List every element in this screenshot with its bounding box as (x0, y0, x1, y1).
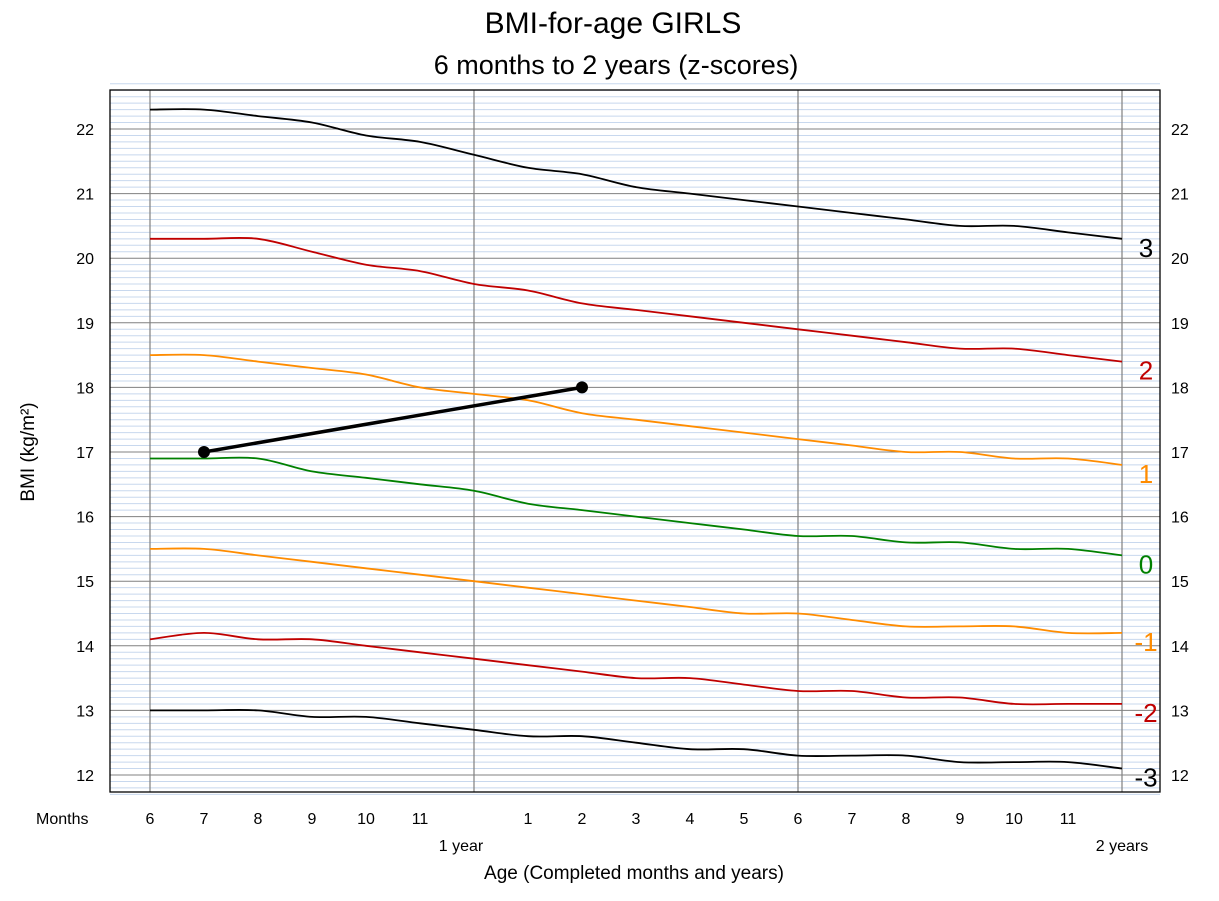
x-tick-label: 10 (1005, 811, 1023, 828)
y-tick-label-left: 15 (76, 574, 94, 591)
y-tick-label-right: 20 (1171, 251, 1189, 268)
y-tick-label-right: 12 (1171, 768, 1189, 785)
x-tick-label: 7 (848, 811, 857, 828)
x-tick-label: 10 (357, 811, 375, 828)
y-tick-label-right: 14 (1171, 639, 1189, 656)
x-tick-label: 8 (902, 811, 911, 828)
x-tick-label: 9 (956, 811, 965, 828)
y-tick-label-right: 21 (1171, 187, 1189, 204)
x-axis-title: Months (36, 811, 88, 828)
zscore-label: 1 (1139, 459, 1153, 489)
x-tick-label: 1 (524, 811, 533, 828)
zscore-curve-3 (149, 108, 1123, 240)
y-tick-label-right: 17 (1171, 445, 1189, 462)
x-tick-label: 8 (254, 811, 263, 828)
y-tick-label-right: 15 (1171, 574, 1189, 591)
y-tick-label-right: 22 (1171, 122, 1189, 139)
zscore-label: -2 (1134, 698, 1157, 728)
zscore-label: 2 (1139, 356, 1153, 386)
y-tick-label-left: 21 (76, 187, 94, 204)
x-tick-label: 11 (1060, 811, 1077, 828)
x-axis-label: Age (Completed months and years) (484, 863, 784, 884)
y-tick-label-right: 16 (1171, 510, 1189, 527)
x-tick-label: 6 (146, 811, 155, 828)
zscore-curve-0 (150, 456, 1123, 557)
x-year-label: 2 years (1096, 838, 1148, 855)
x-tick-label: 5 (740, 811, 749, 828)
y-tick-label-left: 20 (76, 251, 94, 268)
y-tick-label-left: 16 (76, 510, 94, 527)
x-tick-label: 11 (412, 811, 429, 828)
plot-frame (109, 89, 1161, 793)
zscore-label: -1 (1134, 627, 1157, 657)
chart-subtitle: 6 months to 2 years (z-scores) (434, 50, 799, 80)
x-tick-label: 4 (686, 811, 695, 828)
measurement-line (203, 385, 583, 454)
y-tick-label-left: 18 (76, 380, 94, 397)
zscore-curve--2 (149, 631, 1122, 706)
x-tick-label: 3 (632, 811, 641, 828)
y-tick-label-left: 19 (76, 316, 94, 333)
y-tick-label-right: 13 (1171, 703, 1189, 720)
y-tick-label-right: 18 (1171, 380, 1189, 397)
x-tick-label: 9 (308, 811, 317, 828)
y-tick-label-left: 14 (76, 639, 94, 656)
zscore-curve-2 (150, 236, 1123, 363)
y-tick-label-left: 12 (76, 768, 94, 785)
zscore-label: -3 (1134, 763, 1157, 793)
x-tick-label: 7 (200, 811, 209, 828)
y-axis-label: BMI (kg/m²) (18, 402, 39, 501)
y-tick-label-left: 17 (76, 445, 94, 462)
zscore-label: 3 (1139, 233, 1153, 263)
x-year-label: 1 year (439, 838, 484, 855)
y-tick-label-left: 13 (76, 703, 94, 720)
x-tick-label: 6 (794, 811, 803, 828)
measurement-point (576, 381, 588, 394)
zscore-curve--3 (149, 709, 1123, 770)
zscore-curve--1 (149, 547, 1123, 635)
y-tick-label-left: 22 (76, 122, 94, 139)
y-tick-label-right: 19 (1171, 316, 1189, 333)
measurement-point (198, 446, 210, 458)
zscore-curve-1 (149, 353, 1123, 466)
x-tick-label: 2 (578, 811, 587, 828)
chart-title: BMI-for-age GIRLS (485, 7, 742, 40)
zscore-label: 0 (1139, 549, 1153, 579)
